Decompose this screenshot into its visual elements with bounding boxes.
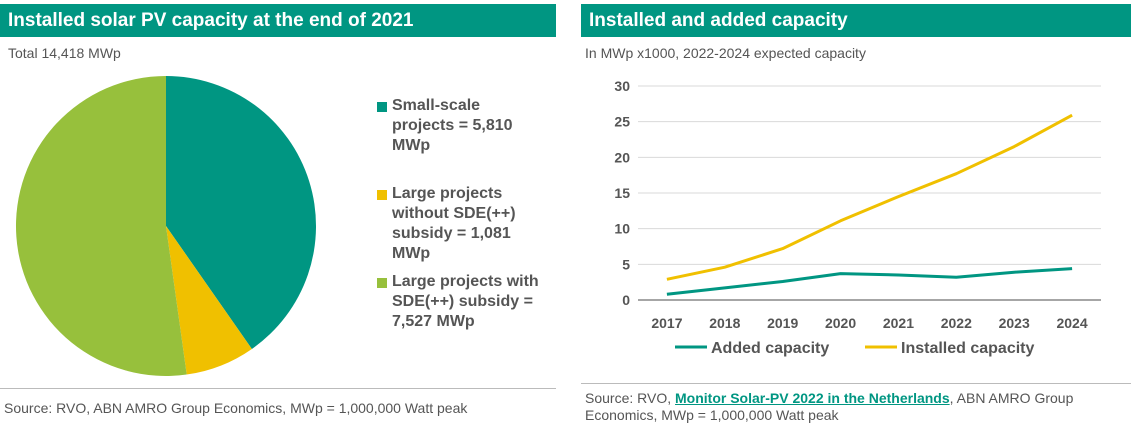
x-tick-label: 2020 [825, 315, 856, 331]
pie-slice-0 [166, 76, 317, 349]
line-chart-title: Installed and added capacity [581, 4, 1131, 37]
pie-legend-swatch [377, 190, 387, 200]
legend-label-0: Added capacity [711, 340, 829, 357]
x-tick-label: 2017 [651, 315, 682, 331]
y-tick-label: 0 [622, 292, 630, 308]
x-tick-label: 2022 [941, 315, 972, 331]
x-tick-label: 2019 [767, 315, 798, 331]
line-chart: 0 5 10 15 20 25 30 2017 2018 2019 2020 2021 2022 2023… [614, 78, 1101, 357]
line-source-text: Source: RVO, Monitor Solar-PV 2022 in th… [585, 390, 1125, 424]
pie-legend-swatch [377, 278, 387, 288]
pie-panel: Installed solar PV capacity at the end o… [0, 0, 556, 432]
legend-label-1: Installed capacity [901, 340, 1034, 357]
monitor-solar-pv-link[interactable]: Monitor Solar-PV 2022 in the Netherlands [675, 390, 950, 406]
y-tick-label: 20 [614, 149, 630, 165]
y-tick-label: 10 [614, 221, 630, 237]
pie-legend-swatch [377, 102, 387, 112]
pie-legend-label: Large projects with SDE(++) subsidy = 7,… [392, 273, 539, 330]
pie-source-divider [0, 388, 556, 389]
pie-chart [15, 76, 317, 376]
pie-source-text: Source: RVO, ABN AMRO Group Economics, M… [4, 400, 468, 416]
line-chart-subtitle: In MWp x1000, 2022-2024 expected capacit… [585, 45, 866, 61]
x-tick-label: 2023 [999, 315, 1030, 331]
pie-legend-label: Small-scale projects = 5,810 MWp [392, 97, 513, 154]
line-panel: Installed and added capacity In MWp x100… [581, 0, 1137, 432]
y-tick-label: 5 [622, 256, 630, 272]
pie-slice-1 [166, 226, 252, 375]
line-source-divider [581, 383, 1131, 384]
pie-chart-title: Installed solar PV capacity at the end o… [0, 4, 556, 37]
pie-legend-label: Large projects without SDE(++) subsidy =… [392, 185, 516, 262]
y-tick-label: 30 [614, 78, 630, 94]
line-source-suffix: , ABN AMRO Group Economics, MWp = 1,000,… [585, 390, 1074, 423]
series-line-0 [666, 267, 1073, 296]
y-tick-label: 25 [614, 114, 630, 130]
series-line-1 [666, 113, 1073, 281]
x-tick-label: 2021 [883, 315, 914, 331]
x-tick-label: 2018 [709, 315, 740, 331]
y-tick-label: 15 [614, 185, 630, 201]
pie-chart-subtitle: Total 14,418 MWp [8, 45, 121, 61]
pie-slice-2 [15, 76, 187, 376]
x-tick-label: 2024 [1056, 315, 1087, 331]
line-source-prefix: Source: RVO, [585, 390, 676, 406]
